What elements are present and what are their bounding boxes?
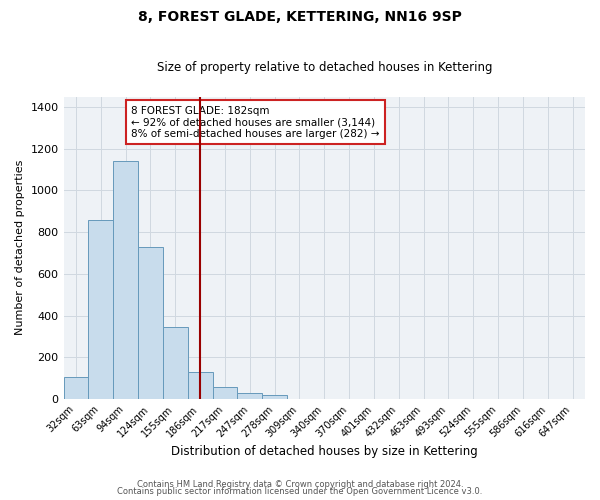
Text: 8, FOREST GLADE, KETTERING, NN16 9SP: 8, FOREST GLADE, KETTERING, NN16 9SP <box>138 10 462 24</box>
Bar <box>64 377 88 399</box>
Text: 8 FOREST GLADE: 182sqm
← 92% of detached houses are smaller (3,144)
8% of semi-d: 8 FOREST GLADE: 182sqm ← 92% of detached… <box>131 106 380 139</box>
Y-axis label: Number of detached properties: Number of detached properties <box>15 160 25 336</box>
Title: Size of property relative to detached houses in Kettering: Size of property relative to detached ho… <box>157 62 492 74</box>
Bar <box>262 396 287 399</box>
Bar <box>138 246 163 399</box>
Bar <box>113 161 138 399</box>
Bar <box>212 386 238 399</box>
Bar <box>88 220 113 399</box>
Bar <box>238 393 262 399</box>
Bar <box>188 372 212 399</box>
Text: Contains HM Land Registry data © Crown copyright and database right 2024.: Contains HM Land Registry data © Crown c… <box>137 480 463 489</box>
Text: Contains public sector information licensed under the Open Government Licence v3: Contains public sector information licen… <box>118 488 482 496</box>
X-axis label: Distribution of detached houses by size in Kettering: Distribution of detached houses by size … <box>171 444 478 458</box>
Bar <box>163 327 188 399</box>
